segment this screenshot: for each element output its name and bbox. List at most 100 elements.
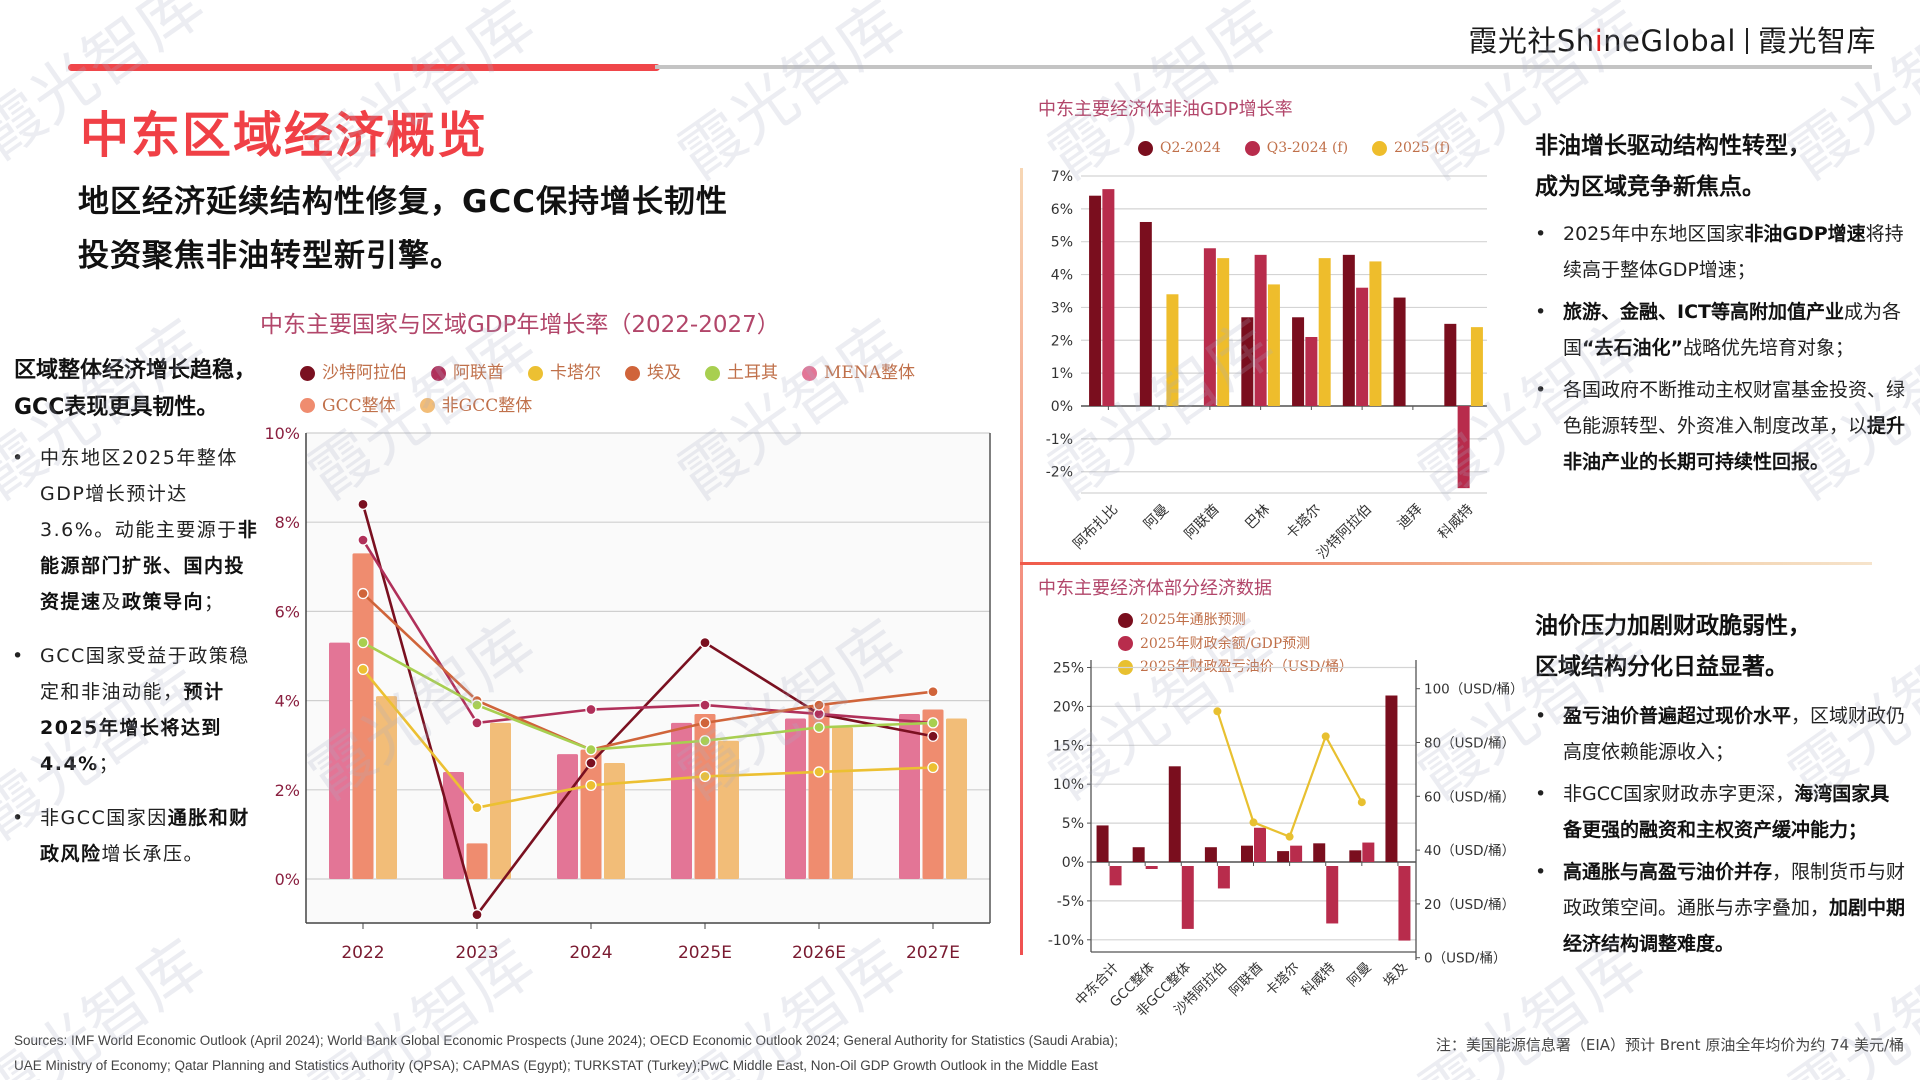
y-tick-label: 10% — [264, 424, 300, 443]
gdp-growth-chart: 0% 2% 4% 6% 8% 10% 2022 2023 2024 2025E 2026E 2027E — [264, 424, 991, 960]
x-tick-label: 阿联酋 — [1226, 959, 1267, 1000]
bullet-emphasis: “去石油化” — [1582, 337, 1683, 359]
bullet-emphasis: 旅游、金融、ICT等高附加值产业 — [1563, 301, 1844, 323]
econ-data-chart: -10% -5% 0% 5% 10% 15% 20% 25% 0（USD/桶） 20（USD/桶）… — [1048, 660, 1524, 1020]
bullet-item: 各国政府不断推动主权财富基金投资、绿色能源转型、外资准入制度改革，以提升非油产业… — [1535, 372, 1915, 480]
bar — [785, 718, 806, 879]
y-tick-label: 7% — [1051, 169, 1073, 185]
bullet-emphasis: 高通胀与高盈亏油价并存 — [1563, 861, 1773, 883]
y-tick-label: 10% — [1053, 777, 1084, 793]
sources-footnote: Sources: IMF World Economic Outlook (Apr… — [14, 1028, 1118, 1078]
legend-item: 土耳其 — [705, 358, 778, 388]
bar — [580, 749, 602, 879]
brand-logo: 霞光社ShineGlobal 霞光智库 — [1468, 18, 1876, 60]
legend-dot-icon — [705, 365, 720, 381]
bullet-text: 2025年中东地区国家 — [1563, 223, 1745, 245]
brand-think-tank: 霞光智库 — [1757, 24, 1876, 58]
bullet-text: 将持续高于整体GDP增速； — [1563, 223, 1904, 281]
bullet-text: 中东地区2025年整体GDP增长预计达3.6%。动能主要源于 — [40, 447, 238, 541]
bar — [1203, 248, 1216, 406]
line-series — [361, 539, 934, 725]
left-heading-line-1: 区域整体经济增长趋稳， — [14, 358, 257, 383]
y-tick-label: 15% — [1053, 738, 1084, 754]
y-tick-label: 25% — [1053, 661, 1084, 677]
bar — [1457, 406, 1470, 489]
legend-label: 非GCC整体 — [441, 395, 533, 416]
line-series — [1216, 710, 1363, 839]
bullet-item: 中东地区2025年整体GDP增长预计达3.6%。动能主要源于非能源部门扩张、国内… — [12, 440, 262, 620]
x-tick-label: 迪拜 — [1395, 502, 1426, 533]
right-top-bullet-list: 2025年中东地区国家非油GDP增速将持续高于整体GDP增速；旅游、金融、ICT… — [1535, 216, 1915, 486]
bullet-text: GCC国家受益于政策稳定和非油动能， — [40, 645, 250, 703]
data-point — [585, 757, 597, 769]
right-top-heading-line-2: 成为区域竞争新焦点。 — [1535, 174, 1765, 200]
legend-item: 非GCC整体 — [419, 391, 533, 421]
bar — [1241, 317, 1254, 406]
subtitle-line-1: 地区经济延续结构性修复，GCC保持增长韧性 — [78, 184, 728, 220]
bar — [1145, 866, 1158, 870]
x-tick-label: 卡塔尔 — [1283, 502, 1324, 543]
bar — [1305, 336, 1318, 406]
y-tick-label: 6% — [1051, 202, 1073, 218]
data-point — [813, 766, 825, 778]
legend-item: 卡塔尔 — [528, 358, 601, 388]
bar — [1444, 323, 1457, 406]
horizontal-divider — [1020, 562, 1872, 565]
bar — [671, 722, 692, 879]
bar — [1318, 258, 1331, 406]
brand-name-cn: 霞光社 — [1468, 24, 1557, 58]
bar — [1356, 287, 1369, 406]
bar — [490, 722, 511, 879]
non-oil-gdp-chart: -2% -1% 0% 1% 2% 3% 4% 5% 6% 7% 阿布扎比 阿曼 阿联酋 巴林 卡塔尔沙特阿拉… — [1046, 169, 1487, 560]
x-tick-label: 2027E — [906, 943, 960, 960]
data-point — [699, 735, 711, 747]
data-point — [585, 703, 597, 716]
bar — [808, 705, 830, 879]
bullet-text: ，限制货币与财政政策空间。通胀与赤字叠加， — [1563, 861, 1906, 919]
y-tick-label: 2% — [275, 781, 300, 800]
y-tick-label: -5% — [1057, 894, 1084, 910]
sources-line-2: UAE Ministry of Economy; Qatar Planning … — [14, 1058, 1098, 1073]
legend-label: 2025年通胀预测 — [1140, 612, 1246, 628]
bar — [1181, 866, 1194, 929]
legend-item: 阿联酋 — [431, 358, 504, 388]
bar — [1349, 850, 1362, 862]
bar — [922, 709, 944, 879]
y2-tick-label: 80（USD/桶） — [1424, 736, 1515, 752]
data-point — [357, 636, 369, 649]
data-point — [927, 717, 939, 729]
right-top-heading-line-1: 非油增长驱动结构性转型， — [1535, 133, 1811, 159]
bar — [466, 843, 488, 879]
bar — [1168, 766, 1181, 862]
bullet-emphasis: 政策导向 — [122, 591, 205, 613]
bullet-emphasis: 加剧中期经济结构调整难度。 — [1563, 897, 1906, 955]
data-point — [1285, 832, 1294, 841]
y2-tick-label: 40（USD/桶） — [1424, 843, 1515, 859]
data-point — [1357, 798, 1366, 807]
y-tick-label: -1% — [1046, 432, 1073, 448]
bullet-emphasis: 预计2025年增长将达到4.4% — [40, 681, 225, 775]
legend-item: 沙特阿拉伯 — [300, 358, 407, 388]
legend-dot-icon — [300, 365, 315, 381]
bar — [1109, 866, 1122, 886]
legend-dot-icon — [528, 365, 543, 381]
brand-name-en-sh: Sh — [1556, 24, 1595, 58]
bar — [1362, 842, 1375, 862]
econ-data-chart-legend: 2025年通胀预测 2025年财政余额/GDP预测 2025年财政盈亏油价（USD/… — [1118, 610, 1458, 681]
data-point — [471, 909, 483, 921]
y2-tick-label: 20（USD/桶） — [1424, 897, 1515, 913]
y-tick-label: 20% — [1053, 699, 1084, 715]
data-point — [927, 730, 939, 742]
data-point — [357, 587, 369, 600]
bar — [899, 713, 920, 879]
legend-label: 2025年财政余额/GDP预测 — [1140, 635, 1311, 652]
brand-divider — [1745, 28, 1748, 54]
data-point — [699, 770, 711, 783]
bar — [1241, 845, 1253, 862]
x-tick-label: 阿曼 — [1141, 502, 1172, 533]
bullet-emphasis: 盈亏油价普遍超过现价水平 — [1563, 705, 1792, 727]
x-tick-label: 巴林 — [1242, 502, 1273, 533]
y-tick-label: 8% — [275, 513, 300, 532]
x-tick-label: 科威特 — [1299, 960, 1339, 1000]
bar — [1217, 866, 1230, 889]
